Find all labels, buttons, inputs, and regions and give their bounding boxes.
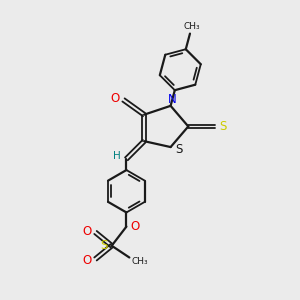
Text: S: S	[175, 143, 182, 157]
Text: H: H	[113, 151, 121, 161]
Text: O: O	[82, 254, 92, 267]
Text: S: S	[100, 239, 107, 252]
Text: S: S	[219, 120, 227, 133]
Text: CH₃: CH₃	[131, 256, 148, 266]
Text: O: O	[111, 92, 120, 105]
Text: O: O	[130, 220, 139, 233]
Text: N: N	[167, 93, 176, 106]
Text: CH₃: CH₃	[184, 22, 200, 31]
Text: O: O	[82, 224, 92, 238]
